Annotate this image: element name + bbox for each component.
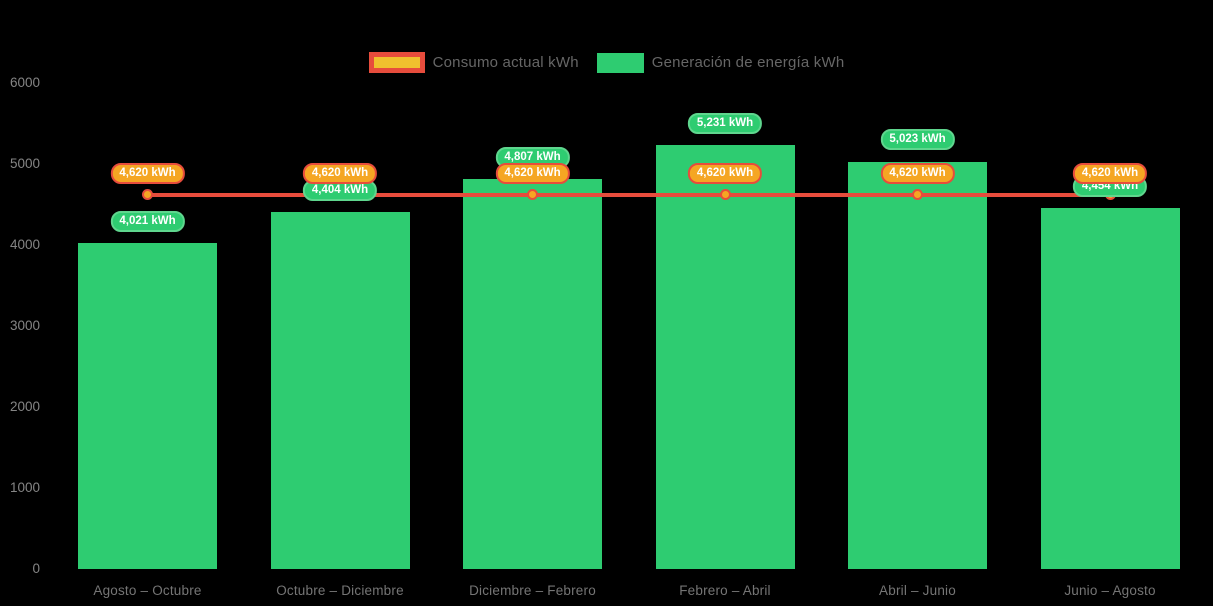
bar[interactable] <box>655 145 795 569</box>
y-axis-label: 1000 <box>9 479 40 495</box>
consumo-legend-marker-icon <box>368 52 425 73</box>
x-axis-label: Octubre – Diciembre <box>276 583 404 598</box>
bar[interactable] <box>1040 208 1180 569</box>
bar-value-label: 4,021 kWh <box>110 210 185 232</box>
generacion-legend-marker-icon <box>596 52 644 73</box>
x-axis-label: Junio – Agosto <box>1064 583 1156 598</box>
y-axis-label: 0 <box>32 561 40 576</box>
bar[interactable] <box>463 179 602 569</box>
x-axis-label: Abril – Junio <box>879 583 956 598</box>
consumption-point[interactable] <box>719 189 731 201</box>
consumption-value-label: 4,620 kWh <box>110 162 185 184</box>
legend-label-consumo: Consumo actual kWh <box>432 54 579 71</box>
legend-label-generacion: Generación de energía kWh <box>651 54 845 71</box>
consumption-value-label: 4,620 kWh <box>1072 162 1148 184</box>
consumption-point[interactable] <box>142 189 153 201</box>
bar-value-label: 5,023 kWh <box>880 129 955 151</box>
y-axis-label: 5000 <box>9 155 40 171</box>
y-axis-label: 2000 <box>9 398 40 414</box>
consumption-point[interactable] <box>527 189 538 201</box>
x-axis-label: Diciembre – Febrero <box>469 583 596 598</box>
y-axis-label: 3000 <box>9 317 40 333</box>
x-axis-label: Febrero – Abril <box>679 583 771 598</box>
legend-item-generacion[interactable]: Generación de energía kWh <box>596 52 845 73</box>
x-axis-label: Agosto – Octubre <box>93 583 202 598</box>
y-axis-label: 6000 <box>9 74 40 90</box>
bar[interactable] <box>78 243 217 569</box>
bar[interactable] <box>848 161 987 569</box>
consumption-value-label: 4,620 kWh <box>880 162 955 184</box>
bar[interactable] <box>270 212 410 569</box>
y-axis-label: 4000 <box>9 236 40 252</box>
chart-legend: Consumo actual kWh Generación de energía… <box>0 52 1213 73</box>
consumption-value-label: 4,620 kWh <box>687 162 763 184</box>
consumption-line <box>147 192 1110 197</box>
consumption-value-label: 4,620 kWh <box>495 162 570 184</box>
legend-item-consumo[interactable]: Consumo actual kWh <box>368 52 579 73</box>
consumption-value-label: 4,620 kWh <box>302 162 378 184</box>
bar-value-label: 5,231 kWh <box>687 112 763 134</box>
consumption-point[interactable] <box>912 189 923 201</box>
